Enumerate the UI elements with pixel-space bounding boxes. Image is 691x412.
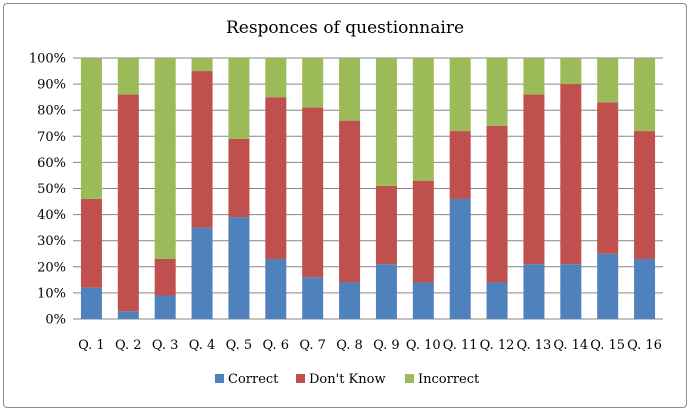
bar-segment xyxy=(449,198,471,319)
x-tick-label: Q. 15 xyxy=(590,338,625,353)
bar-segment xyxy=(523,264,545,319)
y-tick-label: 50% xyxy=(37,182,66,197)
x-tick-label: Q. 1 xyxy=(78,338,105,353)
bar-segment xyxy=(117,311,139,319)
legend-label: Incorrect xyxy=(418,372,480,387)
legend-label: Correct xyxy=(228,372,279,387)
bar-segment xyxy=(339,282,361,319)
x-tick-label: Q. 9 xyxy=(373,338,400,353)
y-tick-label: 40% xyxy=(37,208,66,223)
x-tick-label: Q. 5 xyxy=(226,338,253,353)
bar-segment xyxy=(412,180,434,283)
bar-segment xyxy=(302,107,324,278)
bar-segment xyxy=(449,58,471,132)
bar-segment xyxy=(191,58,213,72)
x-tick-label: Q. 2 xyxy=(115,338,142,353)
bar-segment xyxy=(339,120,361,283)
bar-segment xyxy=(302,58,324,108)
bar-segment xyxy=(228,138,250,218)
legend-swatch xyxy=(296,374,305,383)
x-tick-label: Q. 3 xyxy=(152,338,179,353)
bar-segment xyxy=(412,282,434,319)
bars xyxy=(80,58,656,319)
bar-segment xyxy=(634,58,656,132)
y-tick-label: 0% xyxy=(45,313,66,328)
bar-segment xyxy=(634,131,656,259)
bar-segment xyxy=(154,258,176,296)
bar-segment xyxy=(117,94,139,312)
y-tick-label: 100% xyxy=(29,52,66,67)
y-tick-label: 20% xyxy=(37,260,66,275)
y-tick-label: 10% xyxy=(37,286,66,301)
legend-label: Don't Know xyxy=(309,372,386,387)
bar-segment xyxy=(80,287,102,319)
x-tick-label: Q. 6 xyxy=(263,338,290,353)
bar-segment xyxy=(80,198,102,288)
x-tick-label: Q. 8 xyxy=(336,338,363,353)
bar-segment xyxy=(154,58,176,259)
y-tick-label: 30% xyxy=(37,234,66,249)
bar-segment xyxy=(375,264,397,319)
bar-segment xyxy=(117,58,139,95)
y-axis-ticks: 0% 10% 20% 30% 40% 50% 60% 70% 80% 90% 100% xyxy=(29,52,66,328)
bar-segment xyxy=(265,58,287,98)
bar-segment xyxy=(191,227,213,319)
bar-segment xyxy=(265,258,287,319)
bar-segment xyxy=(486,125,508,283)
bar-segment xyxy=(486,58,508,126)
bar-segment xyxy=(265,97,287,259)
bar-segment xyxy=(228,58,250,139)
bar-segment xyxy=(412,58,434,181)
bar-segment xyxy=(191,71,213,228)
bar-segment xyxy=(228,217,250,319)
bar-segment xyxy=(597,58,619,103)
legend-swatch xyxy=(215,374,224,383)
bar-segment xyxy=(154,295,176,319)
bar-segment xyxy=(560,84,582,265)
bar-segment xyxy=(339,58,361,121)
bar-segment xyxy=(375,185,397,265)
legend: Correct Don't Know Incorrect xyxy=(215,372,480,387)
x-tick-label: Q. 11 xyxy=(443,338,478,353)
bar-segment xyxy=(523,94,545,265)
bar-segment xyxy=(560,264,582,319)
x-tick-label: Q. 7 xyxy=(299,338,326,353)
chart-title: Responces of questionnaire xyxy=(226,18,464,38)
y-tick-label: 60% xyxy=(37,156,66,171)
legend-swatch xyxy=(405,374,414,383)
chart-border xyxy=(3,3,687,408)
bar-segment xyxy=(560,58,582,85)
bar-segment xyxy=(486,282,508,319)
bar-segment xyxy=(597,253,619,319)
bar-segment xyxy=(449,131,471,199)
x-tick-label: Q. 16 xyxy=(627,338,662,353)
y-tick-label: 70% xyxy=(37,130,66,145)
y-tick-label: 80% xyxy=(37,104,66,119)
x-axis-ticks: Q. 1 Q. 2 Q. 3 Q. 4 Q. 5 Q. 6 Q. 7 Q. 8 Q. 9 Q. 1… xyxy=(78,338,662,353)
x-tick-label: Q. 4 xyxy=(189,338,216,353)
bar-segment xyxy=(597,102,619,254)
y-tick-label: 90% xyxy=(37,78,66,93)
x-tick-label: Q. 13 xyxy=(517,338,552,353)
bar-segment xyxy=(80,58,102,199)
bar-segment xyxy=(523,58,545,95)
bar-segment xyxy=(634,258,656,319)
x-tick-label: Q. 14 xyxy=(553,338,588,353)
x-tick-label: Q. 12 xyxy=(480,338,515,353)
x-tick-label: Q. 10 xyxy=(406,338,441,353)
bar-segment xyxy=(375,58,397,186)
bar-segment xyxy=(302,277,324,319)
